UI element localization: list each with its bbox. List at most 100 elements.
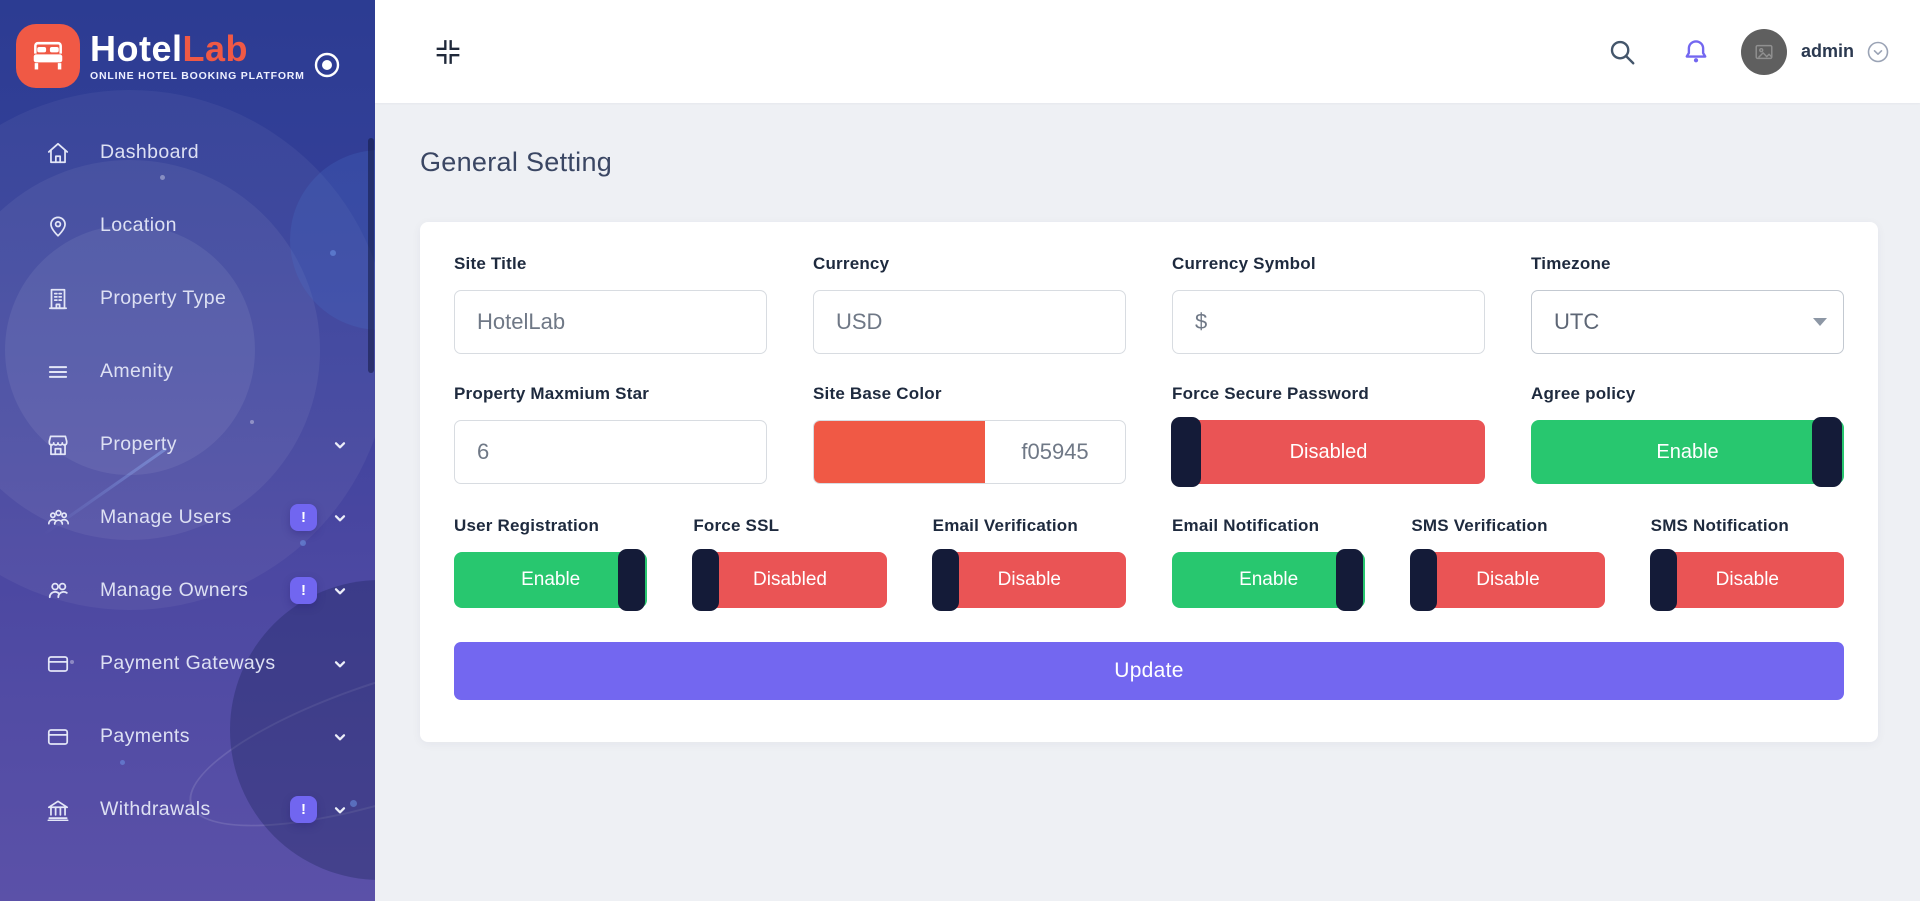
toggle-knob [931, 549, 959, 611]
toggle-state-label: Enable [1656, 440, 1719, 463]
sidebar-scrollbar[interactable] [368, 138, 374, 373]
brand-logo[interactable]: HotelLab ONLINE HOTEL BOOKING PLATFORM [0, 0, 375, 88]
sidebar-item-property[interactable]: Property [0, 408, 375, 481]
sidebar: HotelLab ONLINE HOTEL BOOKING PLATFORM D… [0, 0, 375, 901]
brand-name-secondary: Lab [182, 27, 249, 69]
email-verification-label: Email Verification [932, 516, 1078, 535]
sidebar-item-manage-users[interactable]: Manage Users ! [0, 481, 375, 554]
alert-badge: ! [290, 796, 317, 823]
toggle-knob [692, 549, 720, 611]
sidebar-item-label: Property [100, 433, 177, 455]
timezone-label: Timezone [1531, 254, 1611, 273]
field-sms-notification: SMS Notification Disable [1649, 516, 1844, 611]
field-email-notification: Email Notification Enable [1171, 516, 1366, 611]
toggle-knob [1649, 549, 1677, 611]
page-content: General Setting Site Title Currency Curr… [375, 103, 1920, 742]
sms-notification-label: SMS Notification [1650, 516, 1789, 535]
page-title: General Setting [420, 147, 613, 177]
toggle-state-label: Disabled [753, 569, 827, 590]
sidebar-item-withdrawals[interactable]: Withdrawals ! [0, 773, 375, 846]
sidebar-item-label: Manage Owners [100, 579, 249, 601]
sidebar-collapse-icon[interactable] [433, 37, 463, 67]
field-property-max-star: Property Maxmium Star [454, 384, 767, 484]
sidebar-pin-toggle-icon[interactable] [313, 51, 341, 79]
site-base-color-picker[interactable]: f05945 [813, 420, 1126, 484]
sms-notification-toggle[interactable]: Disable [1649, 549, 1844, 611]
force-ssl-label: Force SSL [693, 516, 780, 535]
toggle-knob [1812, 417, 1842, 487]
sidebar-item-property-type[interactable]: Property Type [0, 262, 375, 335]
force-secure-password-toggle[interactable]: Disabled [1171, 417, 1485, 487]
sidebar-item-manage-owners[interactable]: Manage Owners ! [0, 554, 375, 627]
sidebar-item-amenity[interactable]: Amenity [0, 335, 375, 408]
force-ssl-toggle[interactable]: Disabled [692, 549, 887, 611]
credit-card-icon [44, 650, 72, 678]
sidebar-item-label: Location [100, 214, 177, 236]
field-site-base-color: Site Base Color f05945 [813, 384, 1126, 484]
toggle-knob [618, 549, 646, 611]
property-max-star-input[interactable] [454, 420, 767, 484]
field-agree-policy: Agree policy Enable [1531, 384, 1844, 487]
store-icon [44, 431, 72, 459]
property-max-star-label: Property Maxmium Star [454, 384, 650, 403]
username-text: admin [1800, 41, 1854, 61]
notifications-bell-icon[interactable] [1681, 37, 1711, 67]
list-icon [44, 358, 72, 386]
email-verification-toggle[interactable]: Disable [931, 549, 1126, 611]
field-site-title: Site Title [454, 254, 767, 354]
toggle-knob [1410, 549, 1438, 611]
user-registration-toggle[interactable]: Enable [454, 549, 648, 611]
currency-symbol-input[interactable] [1172, 290, 1485, 354]
chevron-down-icon [331, 582, 349, 600]
sms-verification-toggle[interactable]: Disable [1410, 549, 1605, 611]
toggle-knob [1171, 417, 1201, 487]
field-currency: Currency [813, 254, 1126, 354]
sidebar-item-label: Property Type [100, 287, 227, 309]
currency-symbol-label: Currency Symbol [1172, 254, 1316, 273]
field-user-registration: User Registration Enable [454, 516, 648, 611]
color-hex-value: f05945 [1021, 439, 1089, 464]
credit-card-icon [44, 723, 72, 751]
field-email-verification: Email Verification Disable [931, 516, 1126, 611]
chevron-down-icon [331, 728, 349, 746]
brand-bed-icon [16, 24, 80, 88]
update-button[interactable]: Update [454, 642, 1844, 700]
home-icon [44, 139, 72, 167]
chevron-down-icon [331, 436, 349, 454]
site-title-input[interactable] [454, 290, 767, 354]
user-avatar[interactable] [1740, 28, 1787, 75]
color-swatch[interactable] [814, 421, 986, 483]
sidebar-item-dashboard[interactable]: Dashboard [0, 116, 375, 189]
sms-verification-label: SMS Verification [1411, 516, 1548, 535]
alert-badge: ! [290, 504, 317, 531]
site-base-color-label: Site Base Color [813, 384, 942, 403]
agree-policy-label: Agree policy [1531, 384, 1636, 403]
sidebar-item-label: Payments [100, 725, 190, 747]
brand-name-primary: Hotel [90, 27, 183, 69]
currency-input[interactable] [813, 290, 1126, 354]
field-force-ssl: Force SSL Disabled [692, 516, 887, 611]
chevron-down-icon [331, 801, 349, 819]
brand-text: HotelLab ONLINE HOTEL BOOKING PLATFORM [90, 27, 305, 82]
brand-tagline: ONLINE HOTEL BOOKING PLATFORM [90, 69, 305, 82]
timezone-select[interactable]: UTC [1531, 290, 1844, 354]
select-caret-icon [1813, 318, 1827, 326]
site-title-label: Site Title [454, 254, 527, 273]
sidebar-item-label: Payment Gateways [100, 652, 276, 674]
agree-policy-toggle[interactable]: Enable [1531, 417, 1844, 487]
sidebar-item-label: Dashboard [100, 141, 199, 163]
two-users-icon [44, 577, 72, 605]
user-menu-chevron-icon[interactable] [1866, 40, 1890, 64]
users-group-icon [44, 504, 72, 532]
search-icon[interactable] [1607, 37, 1637, 67]
sidebar-item-payment-gateways[interactable]: Payment Gateways [0, 627, 375, 700]
form-row-2: Property Maxmium Star Site Base Color f0… [454, 384, 1844, 487]
email-notification-toggle[interactable]: Enable [1171, 549, 1366, 611]
alert-badge: ! [290, 577, 317, 604]
sidebar-item-payments[interactable]: Payments [0, 700, 375, 773]
email-notification-label: Email Notification [1171, 516, 1320, 535]
toggle-state-label: Disable [1476, 569, 1540, 590]
sidebar-item-location[interactable]: Location [0, 189, 375, 262]
top-header: admin [375, 0, 1920, 103]
